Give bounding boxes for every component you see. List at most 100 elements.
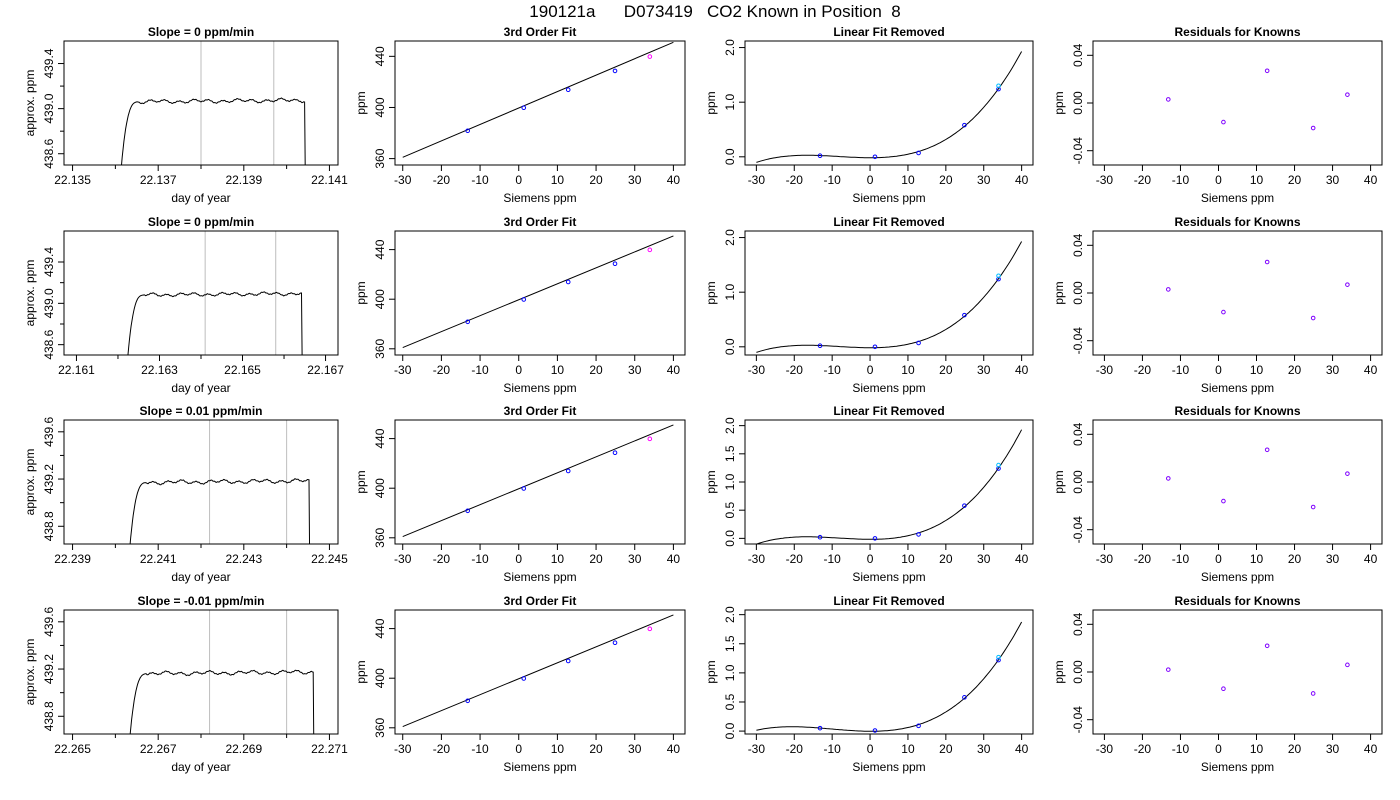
y-tick-label: 440 (373, 428, 387, 448)
y-tick-label: 1.0 (723, 94, 737, 111)
x-tick-label: -10 (1172, 173, 1190, 187)
x-tick-label: 30 (1326, 363, 1340, 377)
panel-title: Residuals for Knowns (1174, 594, 1300, 608)
x-tick-label: 30 (1326, 173, 1340, 187)
y-axis-label: ppm (704, 281, 718, 304)
known-point (647, 54, 653, 59)
x-tick-label: -30 (394, 552, 412, 566)
x-tick-label: 20 (589, 552, 603, 566)
residual-point (962, 503, 967, 508)
y-tick-label: 400 (373, 668, 387, 688)
y-tick-label: 1.0 (723, 284, 737, 301)
y-axis-label: ppm (704, 660, 718, 683)
plot-area (129, 610, 315, 734)
panel-0-fit: 3rd Order Fit -30 -20 -10 0 10 20 30 40 360 400 440… (354, 25, 686, 205)
known-point (521, 676, 527, 681)
x-axis-label: Siemens ppm (1201, 570, 1274, 584)
y-tick-label: 0.5 (723, 502, 737, 519)
y-tick-label: 1.0 (723, 473, 737, 490)
x-tick-label: 40 (1364, 363, 1378, 377)
y-axis-label: ppm (354, 281, 368, 304)
panel-title: Linear Fit Removed (833, 404, 944, 418)
y-tick-label: -0.04 (1071, 327, 1085, 355)
y-tick-label: 439.6 (42, 416, 56, 446)
known-point (647, 436, 653, 442)
panel-1-trace: Slope = 0 ppm/min 22.161 22.163 22.165 22.16… (23, 215, 344, 395)
y-tick-label: 0.04 (1071, 612, 1085, 636)
residual-point (1221, 498, 1226, 504)
panel-title: Slope = 0 ppm/min (148, 25, 254, 39)
plot-frame (63, 419, 339, 545)
x-tick-label: -30 (394, 173, 412, 187)
y-tick-label: 439.0 (42, 288, 56, 318)
y-tick-label: 440 (373, 618, 387, 638)
y-tick-label: 0.00 (1071, 470, 1085, 494)
x-tick-label: -10 (823, 742, 841, 756)
x-tick-label: -10 (1172, 742, 1190, 756)
x-axis-label: Siemens ppm (1201, 191, 1274, 205)
plot-frame (63, 609, 339, 735)
x-axis-label: Siemens ppm (852, 381, 925, 395)
plot-area (402, 235, 674, 349)
x-tick-label: 0 (1215, 552, 1222, 566)
panel-0-trace: Slope = 0 ppm/min 22.135 22.137 22.139 22.14… (23, 25, 348, 205)
panel-3-resid: Residuals for Knowns -30 -20 -10 0 10 20 30 40 -0… (1052, 594, 1383, 774)
x-axis-label: Siemens ppm (503, 381, 576, 395)
x-tick-label: 0 (867, 742, 874, 756)
x-tick-label: 20 (1288, 173, 1302, 187)
x-tick-label: 0 (1215, 363, 1222, 377)
y-tick-label: 0.0 (723, 722, 737, 739)
residual-point (1221, 686, 1226, 691)
y-tick-label: 360 (373, 148, 387, 168)
x-tick-label: -20 (1134, 552, 1152, 566)
plot-frame (394, 419, 686, 545)
x-tick-label: 0 (867, 363, 874, 377)
x-tick-label: -30 (1096, 552, 1114, 566)
x-tick-label: -30 (394, 363, 412, 377)
residual-point (996, 83, 1001, 89)
x-tick-label: 20 (939, 173, 953, 187)
plot-frame (1092, 40, 1383, 166)
y-tick-label: 0.0 (723, 338, 737, 355)
x-tick-label: -10 (823, 552, 841, 566)
x-tick-label: -20 (786, 363, 804, 377)
x-tick-label: 22.141 (311, 173, 348, 187)
x-tick-label: -10 (823, 173, 841, 187)
panel-title: 3rd Order Fit (504, 404, 577, 418)
residual-point (817, 153, 823, 159)
x-tick-label: -30 (748, 173, 766, 187)
plot-area (129, 420, 311, 544)
y-tick-label: 0.04 (1071, 422, 1085, 446)
x-tick-label: 40 (1015, 552, 1029, 566)
x-tick-label: 22.135 (54, 173, 91, 187)
x-tick-label: 20 (1288, 552, 1302, 566)
y-axis-label: ppm (704, 91, 718, 114)
cubic-curve (756, 241, 1023, 353)
fit-curve (402, 41, 674, 158)
y-tick-label: 439.0 (42, 93, 56, 123)
x-axis-label: day of year (171, 570, 230, 584)
panel-title: Linear Fit Removed (833, 215, 944, 229)
x-tick-label: 22.165 (224, 363, 261, 377)
y-tick-label: 439.2 (42, 464, 56, 494)
y-tick-label: 0.0 (723, 530, 737, 547)
x-tick-label: 10 (1250, 173, 1264, 187)
panel-2-resid: Residuals for Knowns -30 -20 -10 0 10 20 30 40 -0… (1052, 404, 1383, 584)
x-tick-label: 22.269 (225, 742, 262, 756)
residual-point (1345, 282, 1350, 287)
x-tick-label: 10 (551, 552, 565, 566)
residual-point (817, 534, 823, 540)
cubic-curve (756, 621, 1023, 732)
plot-frame (63, 230, 339, 356)
residual-point (1264, 643, 1270, 649)
x-tick-label: 10 (1250, 552, 1264, 566)
x-tick-label: 10 (901, 742, 915, 756)
y-tick-label: 2.0 (723, 606, 737, 623)
residual-point (1310, 315, 1316, 321)
plot-area (402, 614, 674, 728)
known-point (521, 105, 527, 111)
y-tick-label: 439.2 (42, 654, 56, 684)
panel-3-linres: Linear Fit Removed -30 -20 -10 0 10 20 30 40 0.0 0… (704, 594, 1034, 774)
y-tick-label: 0.00 (1071, 281, 1085, 305)
